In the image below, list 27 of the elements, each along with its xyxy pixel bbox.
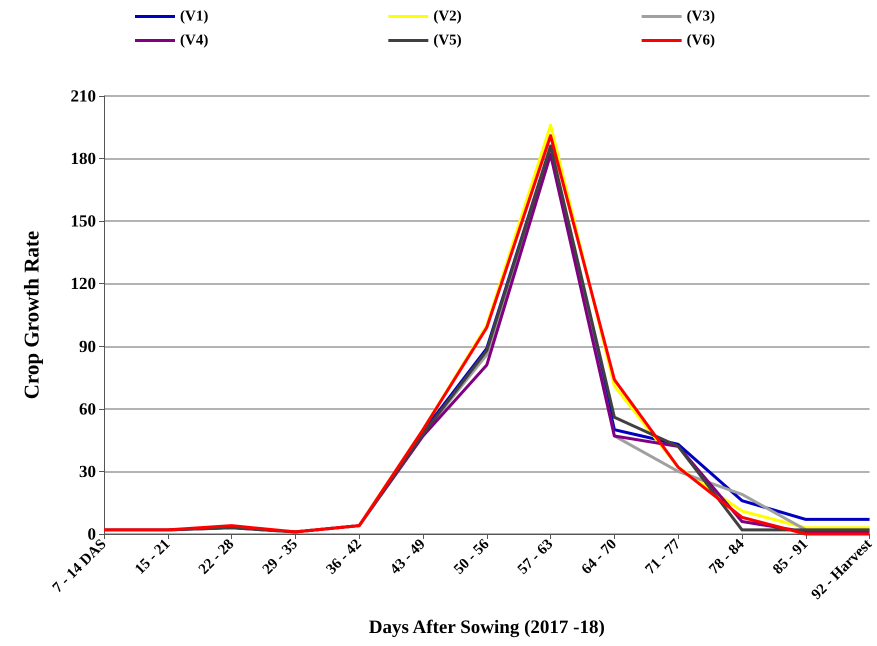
x-axis-title: Days After Sowing (2017 -18) bbox=[368, 617, 605, 638]
y-tick-label: 210 bbox=[70, 86, 96, 106]
legend-label: (V4) bbox=[180, 32, 208, 48]
x-tick-label: 36 - 42 bbox=[324, 536, 365, 578]
x-tick-label: 78 - 84 bbox=[706, 536, 748, 578]
y-tick-label: 120 bbox=[70, 274, 96, 294]
x-tick-label: 22 - 28 bbox=[196, 536, 238, 578]
y-tick-label: 90 bbox=[79, 336, 96, 356]
x-tick-label: 50 - 56 bbox=[451, 536, 493, 578]
legend-label: (V6) bbox=[686, 32, 715, 48]
legend-label: (V5) bbox=[433, 32, 462, 48]
x-tick-label: 29 - 35 bbox=[260, 536, 302, 578]
x-tick-label: 64 - 70 bbox=[578, 536, 620, 578]
legend-label: (V1) bbox=[180, 8, 208, 24]
y-tick-label: 60 bbox=[79, 399, 96, 418]
y-axis-title: Crop Growth Rate bbox=[20, 230, 44, 400]
y-tick-label: 180 bbox=[70, 149, 96, 168]
legend-label: (V2) bbox=[433, 8, 462, 24]
y-tick-label: 30 bbox=[79, 462, 96, 481]
x-tick-label: 15 - 21 bbox=[132, 536, 174, 578]
y-tick-label: 150 bbox=[70, 212, 96, 231]
x-tick-label: 71 - 77 bbox=[642, 536, 684, 578]
legend-label: (V3) bbox=[686, 8, 715, 24]
y-tick-label: 0 bbox=[88, 524, 96, 544]
x-tick-label: 85 - 91 bbox=[770, 536, 812, 578]
x-tick-label: 43 - 49 bbox=[387, 536, 429, 578]
x-tick-label: 57 - 63 bbox=[514, 536, 556, 578]
